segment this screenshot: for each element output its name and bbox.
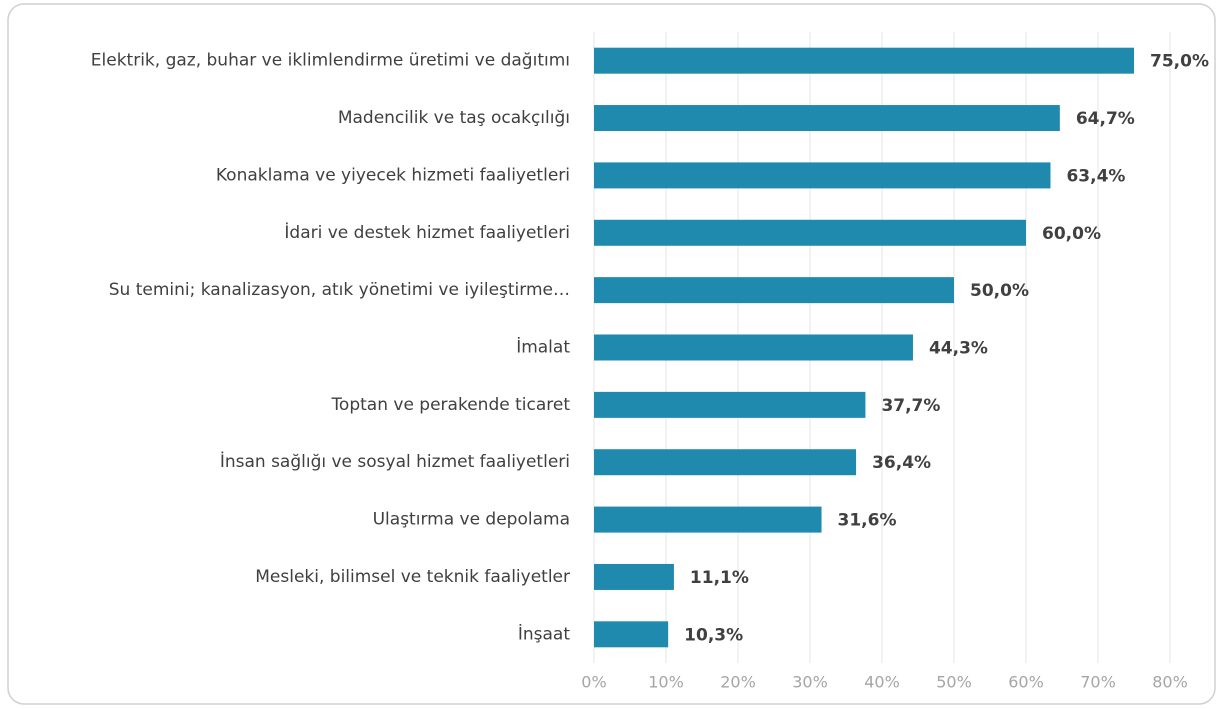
bar (594, 219, 1026, 246)
value-label: 10,3% (684, 625, 743, 645)
x-tick-label: 10% (648, 673, 684, 692)
y-tick-label: Elektrik, gaz, buhar ve iklimlendirme ür… (91, 51, 570, 71)
bar (594, 162, 1051, 189)
x-tick-label: 70% (1080, 673, 1116, 692)
y-tick-label: Konaklama ve yiyecek hizmeti faaliyetler… (216, 165, 570, 185)
y-tick-label: İdari ve destek hizmet faaliyetleri (284, 222, 570, 243)
value-label: 11,1% (690, 568, 749, 588)
y-tick-label: Toptan ve perakende ticaret (330, 395, 570, 415)
bar (594, 506, 822, 533)
bar (594, 47, 1134, 74)
value-label: 75,0% (1150, 52, 1209, 72)
bar (594, 621, 669, 648)
y-tick-label: İnşaat (518, 623, 570, 644)
x-tick-label: 20% (720, 673, 756, 692)
x-tick-label: 60% (1008, 673, 1044, 692)
bar (594, 277, 954, 304)
bar (594, 391, 866, 418)
value-label: 36,4% (872, 453, 931, 473)
value-label: 60,0% (1042, 224, 1101, 244)
value-label: 50,0% (970, 281, 1029, 301)
x-tick-label: 80% (1152, 673, 1188, 692)
x-tick-label: 30% (792, 673, 828, 692)
x-tick-label: 0% (581, 673, 606, 692)
y-tick-label: Madencilik ve taş ocakçılığı (338, 108, 570, 128)
y-tick-label: İmalat (516, 337, 570, 358)
value-label: 31,6% (838, 511, 897, 531)
value-label: 37,7% (881, 396, 940, 416)
bar (594, 449, 857, 476)
value-label: 63,4% (1066, 166, 1125, 186)
bar (594, 105, 1060, 132)
bar (594, 334, 913, 361)
y-tick-label: Mesleki, bilimsel ve teknik faaliyetler (255, 567, 570, 587)
value-label: 44,3% (929, 339, 988, 359)
x-tick-label: 50% (936, 673, 972, 692)
y-tick-label: İnsan sağlığı ve sosyal hizmet faaliyetl… (220, 451, 570, 472)
x-tick-label: 40% (864, 673, 900, 692)
y-tick-label: Su temini; kanalizasyon, atık yönetimi v… (109, 280, 570, 300)
bar (594, 563, 674, 590)
y-tick-label: Ulaştırma ve depolama (373, 510, 570, 530)
value-label: 64,7% (1076, 109, 1135, 129)
